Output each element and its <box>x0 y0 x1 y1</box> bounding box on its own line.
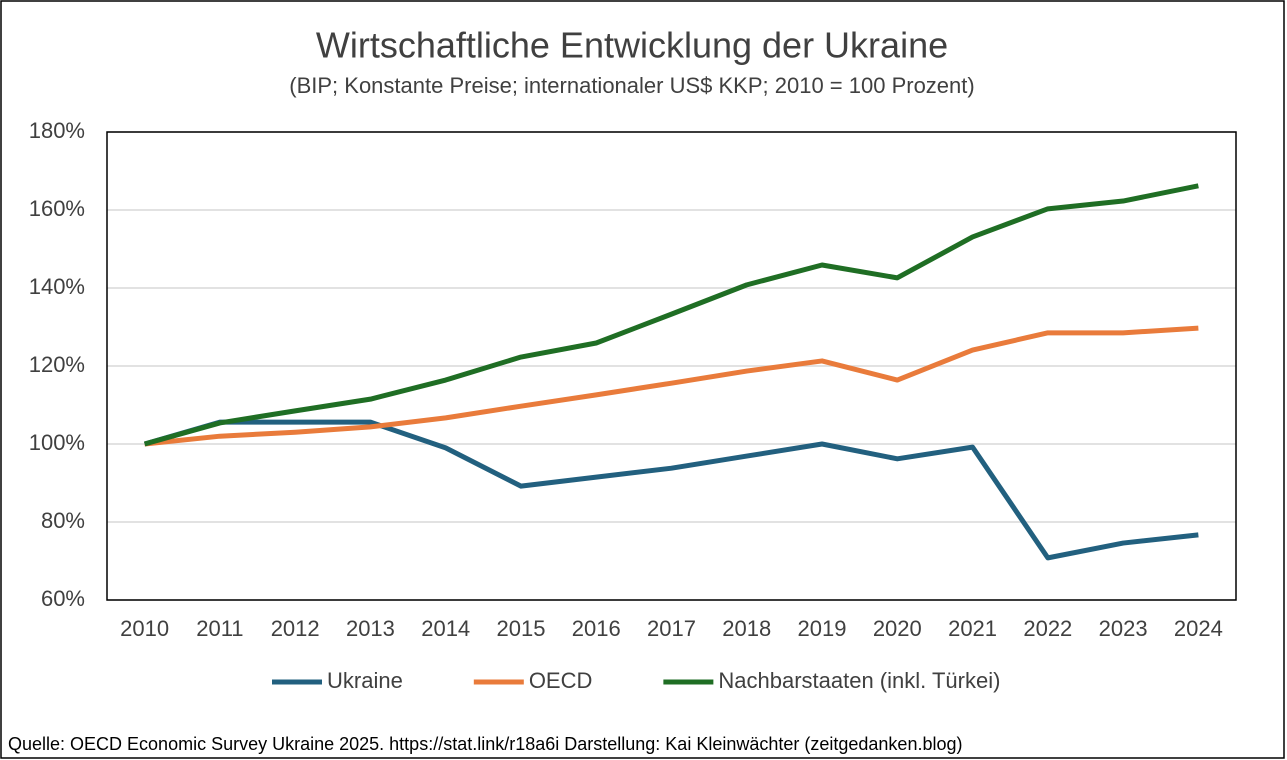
x-tick-label: 2023 <box>1099 616 1148 641</box>
x-tick-label: 2015 <box>496 616 545 641</box>
x-tick-label: 2022 <box>1023 616 1072 641</box>
x-tick-label: 2020 <box>873 616 922 641</box>
x-tick-label: 2010 <box>120 616 169 641</box>
x-tick-label: 2011 <box>196 616 243 641</box>
legend-label: Ukraine <box>327 668 403 693</box>
series-line <box>143 183 1199 447</box>
x-tick-label: 2024 <box>1174 616 1223 641</box>
y-tick-label: 140% <box>29 274 85 299</box>
y-tick-label: 120% <box>29 352 85 377</box>
x-tick-label: 2014 <box>421 616 470 641</box>
x-tick-label: 2018 <box>722 616 771 641</box>
x-tick-label: 2016 <box>572 616 621 641</box>
x-tick-label: 2021 <box>948 616 997 641</box>
x-tick-label: 2012 <box>271 616 320 641</box>
series-line <box>144 325 1199 447</box>
y-tick-label: 60% <box>41 586 85 611</box>
x-tick-label: 2013 <box>346 616 395 641</box>
legend-label: Nachbarstaaten (inkl. Türkei) <box>718 668 1000 693</box>
plot-border <box>106 131 1237 601</box>
y-tick-label: 180% <box>29 118 85 143</box>
x-tick-label: 2019 <box>798 616 847 641</box>
series-line <box>143 419 1199 561</box>
chart-subtitle: (BIP; Konstante Preise; internationaler … <box>289 73 974 98</box>
x-tick-label: 2017 <box>647 616 696 641</box>
y-tick-label: 160% <box>29 196 85 221</box>
y-tick-label: 80% <box>41 508 85 533</box>
source: Quelle: OECD Economic Survey Ukraine 202… <box>8 734 962 754</box>
chart-title: Wirtschaftliche Entwicklung der Ukraine <box>316 25 948 66</box>
legend-label: OECD <box>529 668 593 693</box>
y-tick-label: 100% <box>29 430 85 455</box>
